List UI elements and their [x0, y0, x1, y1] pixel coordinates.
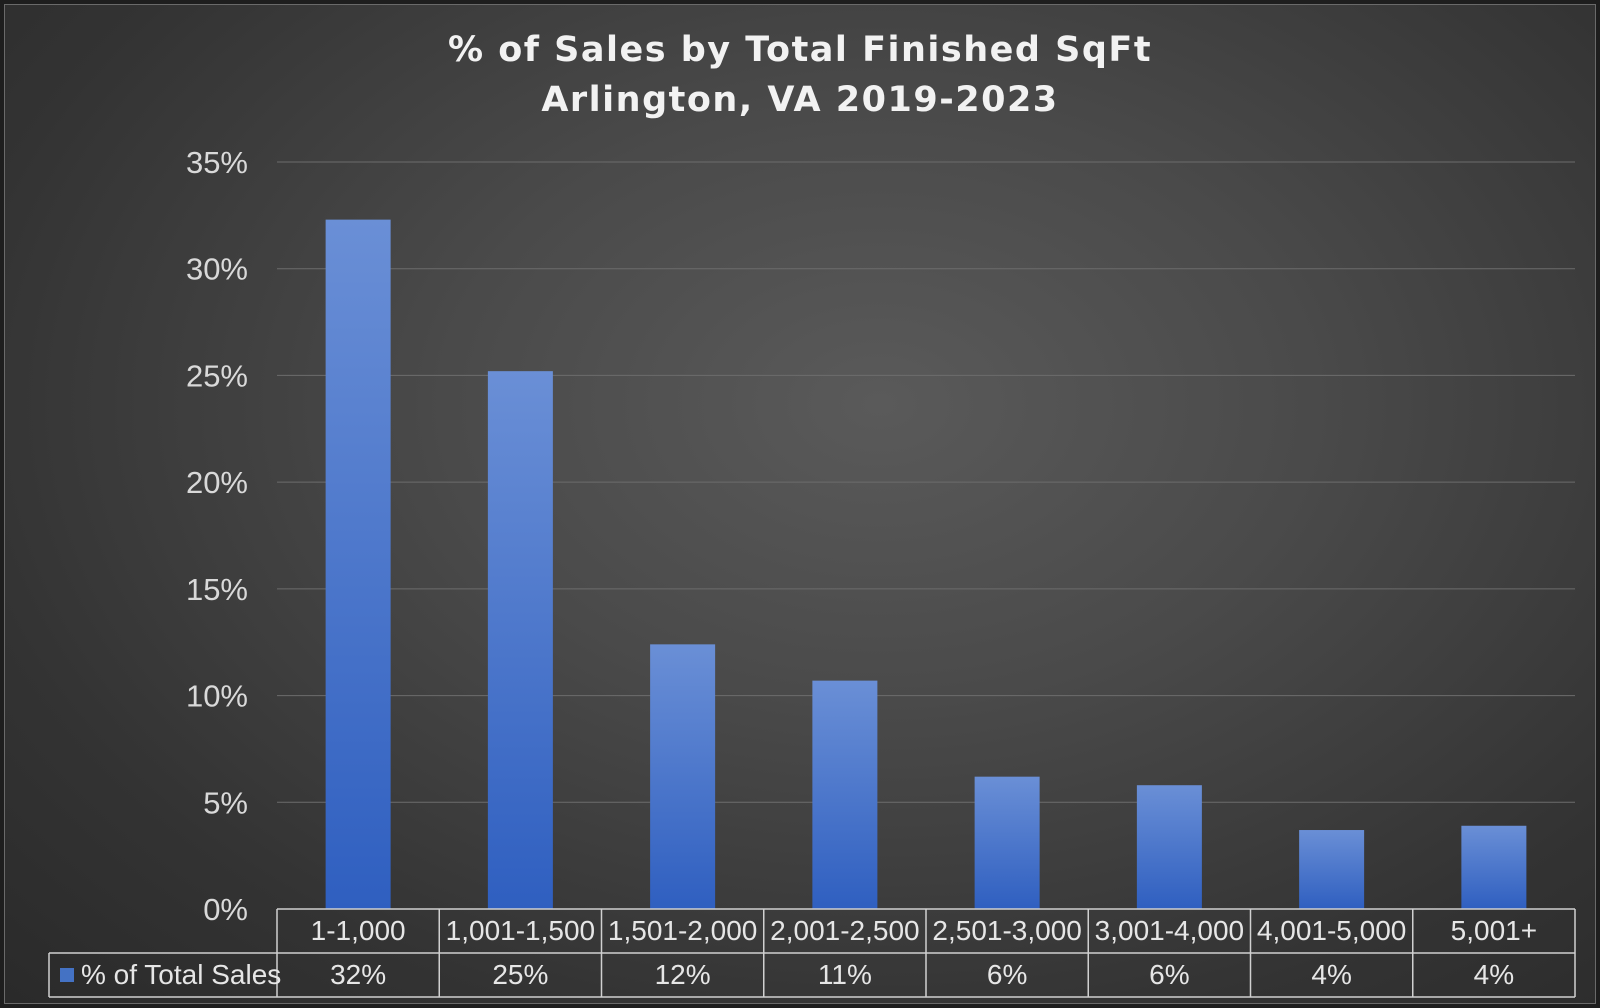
y-tick-label: 0% [203, 892, 248, 927]
data-table: 1-1,000 32% 1,001-1,500 25% 1,501-2,000 12% 2,… [48, 908, 1576, 998]
chart-title-line1: % of Sales by Total Finished SqFt [448, 30, 1152, 70]
bar [325, 219, 391, 909]
data-value-label: 4% [1311, 959, 1351, 990]
bar [812, 680, 878, 909]
x-category-label: 2,501-3,000 [932, 915, 1081, 946]
data-value-label: 25% [492, 959, 548, 990]
y-tick-label: 15% [186, 572, 248, 607]
legend-key [60, 968, 74, 982]
data-value-label: 6% [987, 959, 1027, 990]
x-category-label: 1-1,000 [311, 915, 406, 946]
bar [487, 371, 553, 909]
data-value-label: 6% [1149, 959, 1189, 990]
data-value-label: 4% [1474, 959, 1514, 990]
legend-series-name: % of Total Sales [81, 959, 281, 990]
x-category-label: 4,001-5,000 [1257, 915, 1406, 946]
data-value-label: 32% [330, 959, 386, 990]
data-value-label: 12% [655, 959, 711, 990]
chart-frame: % of Sales by Total Finished SqFt Arling… [4, 4, 1596, 1004]
x-category-label: 3,001-4,000 [1095, 915, 1244, 946]
gridlines [277, 161, 1575, 803]
y-tick-label: 25% [186, 358, 248, 393]
y-tick-label: 30% [186, 252, 248, 287]
bar [1461, 825, 1527, 909]
bar [650, 644, 716, 909]
y-axis-ticks: 0% 5% 10% 15% 20% 25% 30% 35% [186, 145, 248, 927]
y-tick-label: 10% [186, 679, 248, 714]
y-tick-label: 35% [186, 145, 248, 180]
x-category-label: 5,001+ [1451, 915, 1537, 946]
bar-chart: % of Sales by Total Finished SqFt Arling… [48, 30, 1576, 998]
x-category-label: 1,001-1,500 [446, 915, 595, 946]
x-category-label: 1,501-2,000 [608, 915, 757, 946]
bar [1299, 830, 1365, 909]
chart-title-line2: Arlington, VA 2019-2023 [541, 80, 1058, 120]
bars [325, 219, 1527, 909]
bar [974, 776, 1040, 909]
y-tick-label: 20% [186, 465, 248, 500]
data-value-label: 11% [818, 959, 872, 990]
bar [1136, 785, 1202, 909]
y-tick-label: 5% [203, 785, 248, 820]
x-category-label: 2,001-2,500 [770, 915, 919, 946]
